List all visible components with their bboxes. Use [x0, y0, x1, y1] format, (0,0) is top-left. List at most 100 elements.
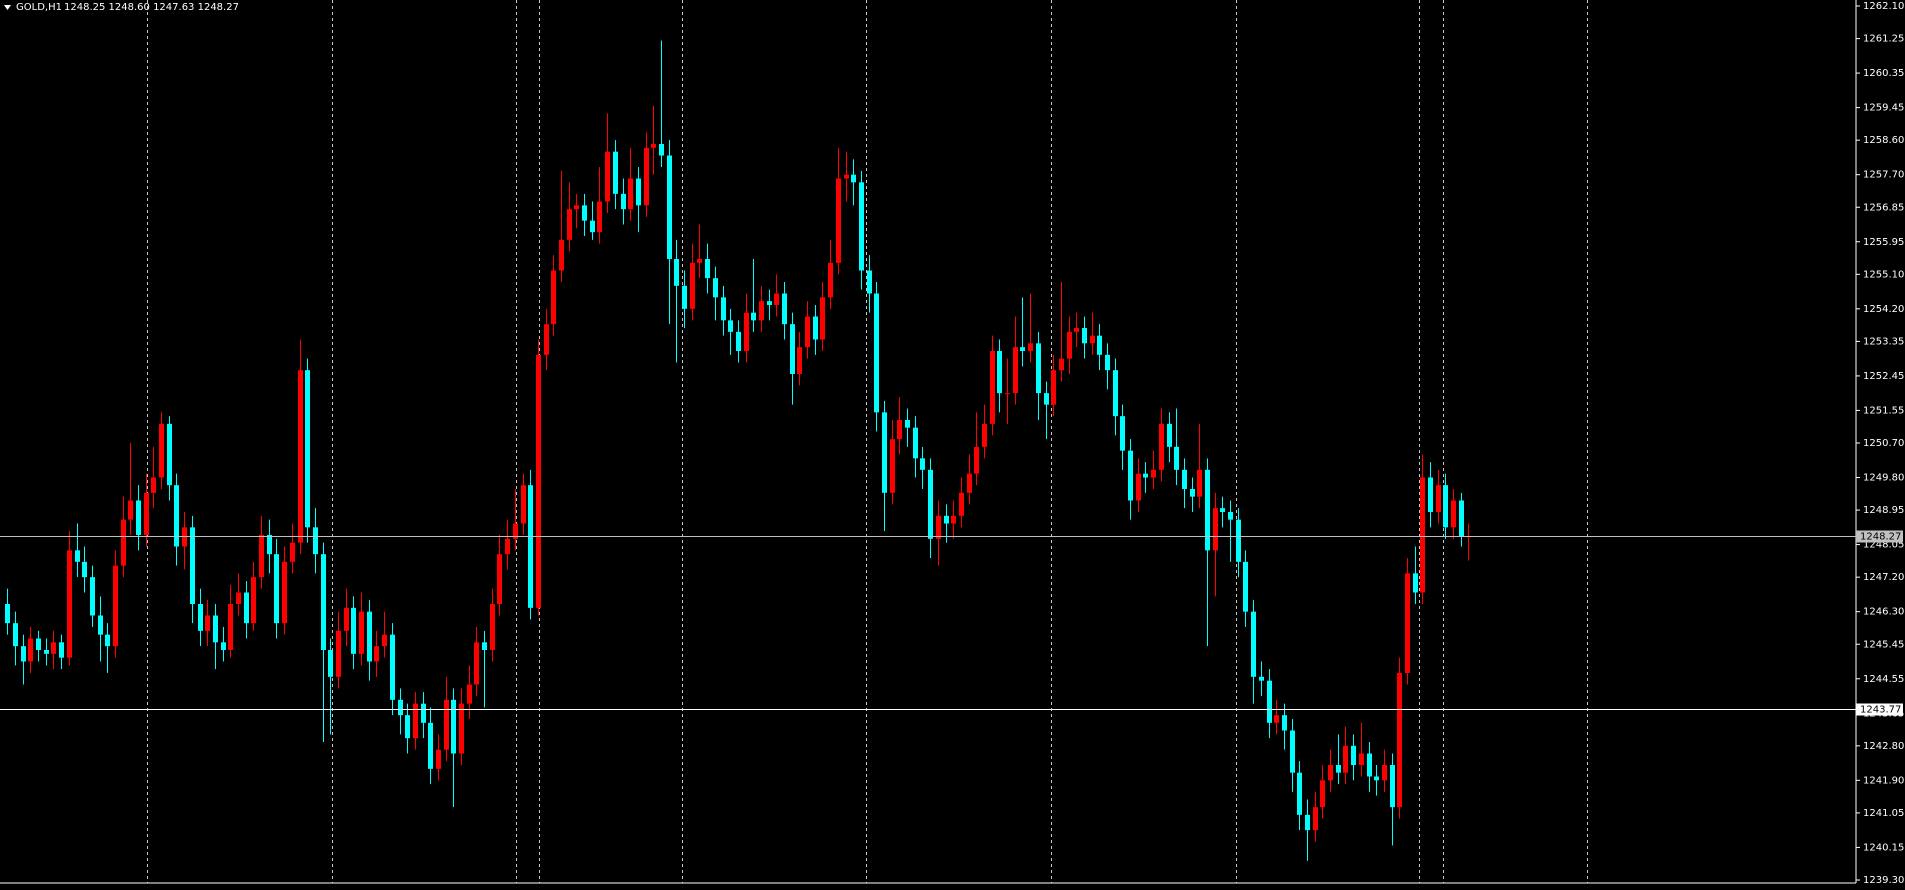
candle-body	[59, 642, 64, 658]
candle-body	[213, 615, 218, 643]
candle-body	[1367, 753, 1372, 777]
candle-body	[51, 642, 56, 654]
price-line-label-box	[1856, 530, 1903, 543]
y-tick-label: 1244.55	[1863, 674, 1904, 685]
candle-body	[797, 347, 802, 374]
candle-body	[482, 642, 487, 650]
candle-body	[767, 301, 772, 305]
candle-body	[1213, 508, 1218, 551]
candle-body	[890, 439, 895, 493]
candle-body	[144, 492, 149, 535]
y-tick-label: 1252.45	[1863, 371, 1904, 382]
candle-body	[244, 592, 249, 624]
candle-body	[136, 500, 141, 535]
candle-body	[1020, 347, 1025, 351]
candle-body	[1459, 500, 1464, 537]
candle-body	[1313, 807, 1318, 831]
candle-body	[1282, 715, 1287, 731]
y-tick-label: 1258.60	[1863, 135, 1904, 146]
symbol-header: GOLD,H1	[16, 2, 62, 13]
candle-body	[267, 535, 272, 555]
candle-body	[1190, 489, 1195, 497]
candle-body	[905, 420, 910, 428]
y-tick-label: 1261.25	[1863, 34, 1904, 45]
candle-body	[913, 427, 918, 459]
candle-body	[159, 423, 164, 478]
candle-body	[1082, 328, 1087, 344]
candle-body	[336, 630, 341, 677]
candle-body	[744, 312, 749, 351]
candle-body	[736, 331, 741, 351]
candle-body	[228, 604, 233, 650]
y-tick-label: 1247.20	[1863, 572, 1904, 583]
candle-body	[1036, 343, 1041, 394]
y-tick-label: 1254.20	[1863, 304, 1904, 315]
candle-body	[867, 270, 872, 294]
candle-body	[36, 638, 41, 650]
candle-body	[1090, 335, 1095, 344]
candle-body	[1428, 477, 1433, 512]
candle-body	[1390, 765, 1395, 808]
candle-body	[728, 320, 733, 332]
candle-body	[428, 722, 433, 769]
candle-body	[705, 259, 710, 279]
candle-body	[1359, 753, 1364, 765]
header-ohlc: 1248.25 1248.60 1247.63 1248.27	[64, 2, 239, 13]
candle-body	[313, 527, 318, 555]
candle-body	[1044, 393, 1049, 405]
candle-body	[1274, 715, 1279, 723]
y-tick-label: 1245.45	[1863, 639, 1904, 650]
candle-body	[151, 477, 156, 493]
candle-body	[1297, 772, 1302, 815]
y-tick-label: 1249.80	[1863, 473, 1904, 484]
candle-body	[1243, 561, 1248, 612]
candle-body	[405, 715, 410, 739]
y-tick-label: 1241.90	[1863, 775, 1904, 786]
candle-body	[513, 523, 518, 539]
y-tick-label: 1242.80	[1863, 741, 1904, 752]
y-tick-label: 1239.30	[1863, 875, 1904, 886]
candle-body	[1205, 469, 1210, 551]
candle-body	[690, 262, 695, 309]
y-tick-label: 1251.55	[1863, 405, 1904, 416]
candle-body	[1067, 331, 1072, 359]
candle-body	[628, 178, 633, 210]
candle-body	[1413, 573, 1418, 593]
candle-body	[390, 634, 395, 700]
candle-body	[951, 515, 956, 524]
candle-body	[944, 515, 949, 524]
candle-body	[251, 577, 256, 624]
candle-body	[613, 151, 618, 194]
y-tick-label: 1256.85	[1863, 202, 1904, 213]
candle-body	[90, 577, 95, 616]
candle-body	[844, 174, 849, 179]
candle-body	[659, 144, 664, 156]
candle-body	[1443, 485, 1448, 528]
candle-body	[590, 220, 595, 233]
candle-body	[836, 178, 841, 263]
candle-body	[105, 634, 110, 647]
candle-body	[1320, 780, 1325, 808]
candle-body	[990, 351, 995, 424]
candle-body	[1128, 450, 1133, 501]
candle-body	[682, 285, 687, 309]
candle-body	[1143, 473, 1148, 478]
candle-body	[128, 500, 133, 520]
candle-body	[205, 615, 210, 631]
candle-body	[1167, 423, 1172, 447]
candle-body	[344, 607, 349, 631]
candle-body	[221, 642, 226, 650]
candle-body	[1259, 676, 1264, 681]
candle-body	[1290, 730, 1295, 773]
candle-body	[259, 535, 264, 578]
candle-body	[121, 519, 126, 566]
candle-body	[167, 423, 172, 486]
candle-body	[982, 423, 987, 447]
candle-body	[505, 538, 510, 555]
candle-body	[1120, 416, 1125, 451]
candle-body	[98, 615, 103, 635]
candle-body	[113, 565, 118, 647]
candle-body	[605, 151, 610, 202]
candle-body	[1159, 423, 1164, 470]
candle-body	[859, 182, 864, 271]
